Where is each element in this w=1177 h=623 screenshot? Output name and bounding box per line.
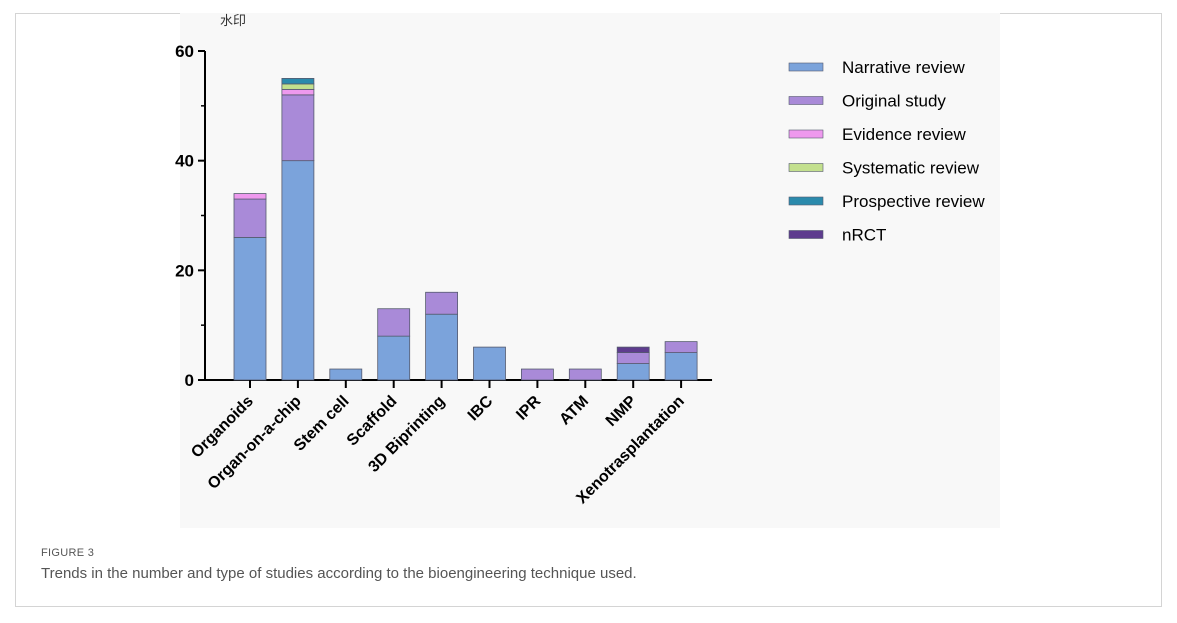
x-tick-label: IBC — [465, 392, 497, 424]
bar-segment — [425, 313, 459, 381]
legend-swatch — [788, 129, 824, 139]
bar-segment — [664, 352, 698, 381]
legend-swatch — [788, 163, 824, 172]
bar-segment — [233, 198, 267, 238]
bar-segment — [616, 363, 650, 381]
legend-swatch — [788, 62, 824, 72]
y-tick-label: 40 — [175, 152, 194, 171]
legend-swatch — [788, 96, 824, 105]
legend-label: Narrative review — [842, 58, 966, 77]
x-tick-label: NMP — [603, 393, 640, 430]
bar-segment — [616, 352, 650, 364]
legend-label: Prospective review — [842, 192, 985, 211]
y-tick-label: 60 — [175, 42, 194, 61]
figure-label: FIGURE 3 — [41, 547, 95, 559]
legend-label: nRCT — [842, 226, 886, 245]
bar-segment — [664, 341, 698, 353]
bar-segment — [425, 291, 459, 315]
bar-segment — [281, 94, 315, 162]
y-tick-label: 20 — [175, 261, 194, 280]
x-tick-label: ATM — [556, 393, 592, 429]
plot-background — [180, 13, 1000, 528]
watermark-text: 水印 — [220, 14, 247, 29]
bar-segment — [281, 78, 315, 85]
bar-segment — [233, 193, 267, 200]
bar-segment — [329, 368, 363, 381]
bar-segment — [568, 368, 602, 381]
bar-segment — [377, 335, 411, 381]
x-tick-label: IPR — [513, 392, 544, 423]
bar-segment — [616, 346, 650, 353]
legend-label: Systematic review — [842, 159, 980, 178]
legend-swatch — [788, 196, 824, 206]
legend-label: Evidence review — [842, 125, 967, 144]
bar-segment — [377, 308, 411, 337]
bar-segment — [281, 83, 315, 90]
bar-segment — [281, 160, 315, 381]
bar-segment — [473, 346, 506, 381]
bar-segment — [233, 237, 267, 381]
figure-caption: Trends in the number and type of studies… — [41, 565, 637, 582]
legend-label: Original study — [842, 92, 946, 111]
bar-segment — [281, 88, 315, 96]
y-tick-label: 0 — [185, 371, 194, 390]
legend-swatch — [788, 230, 824, 239]
bar-segment — [521, 368, 554, 381]
